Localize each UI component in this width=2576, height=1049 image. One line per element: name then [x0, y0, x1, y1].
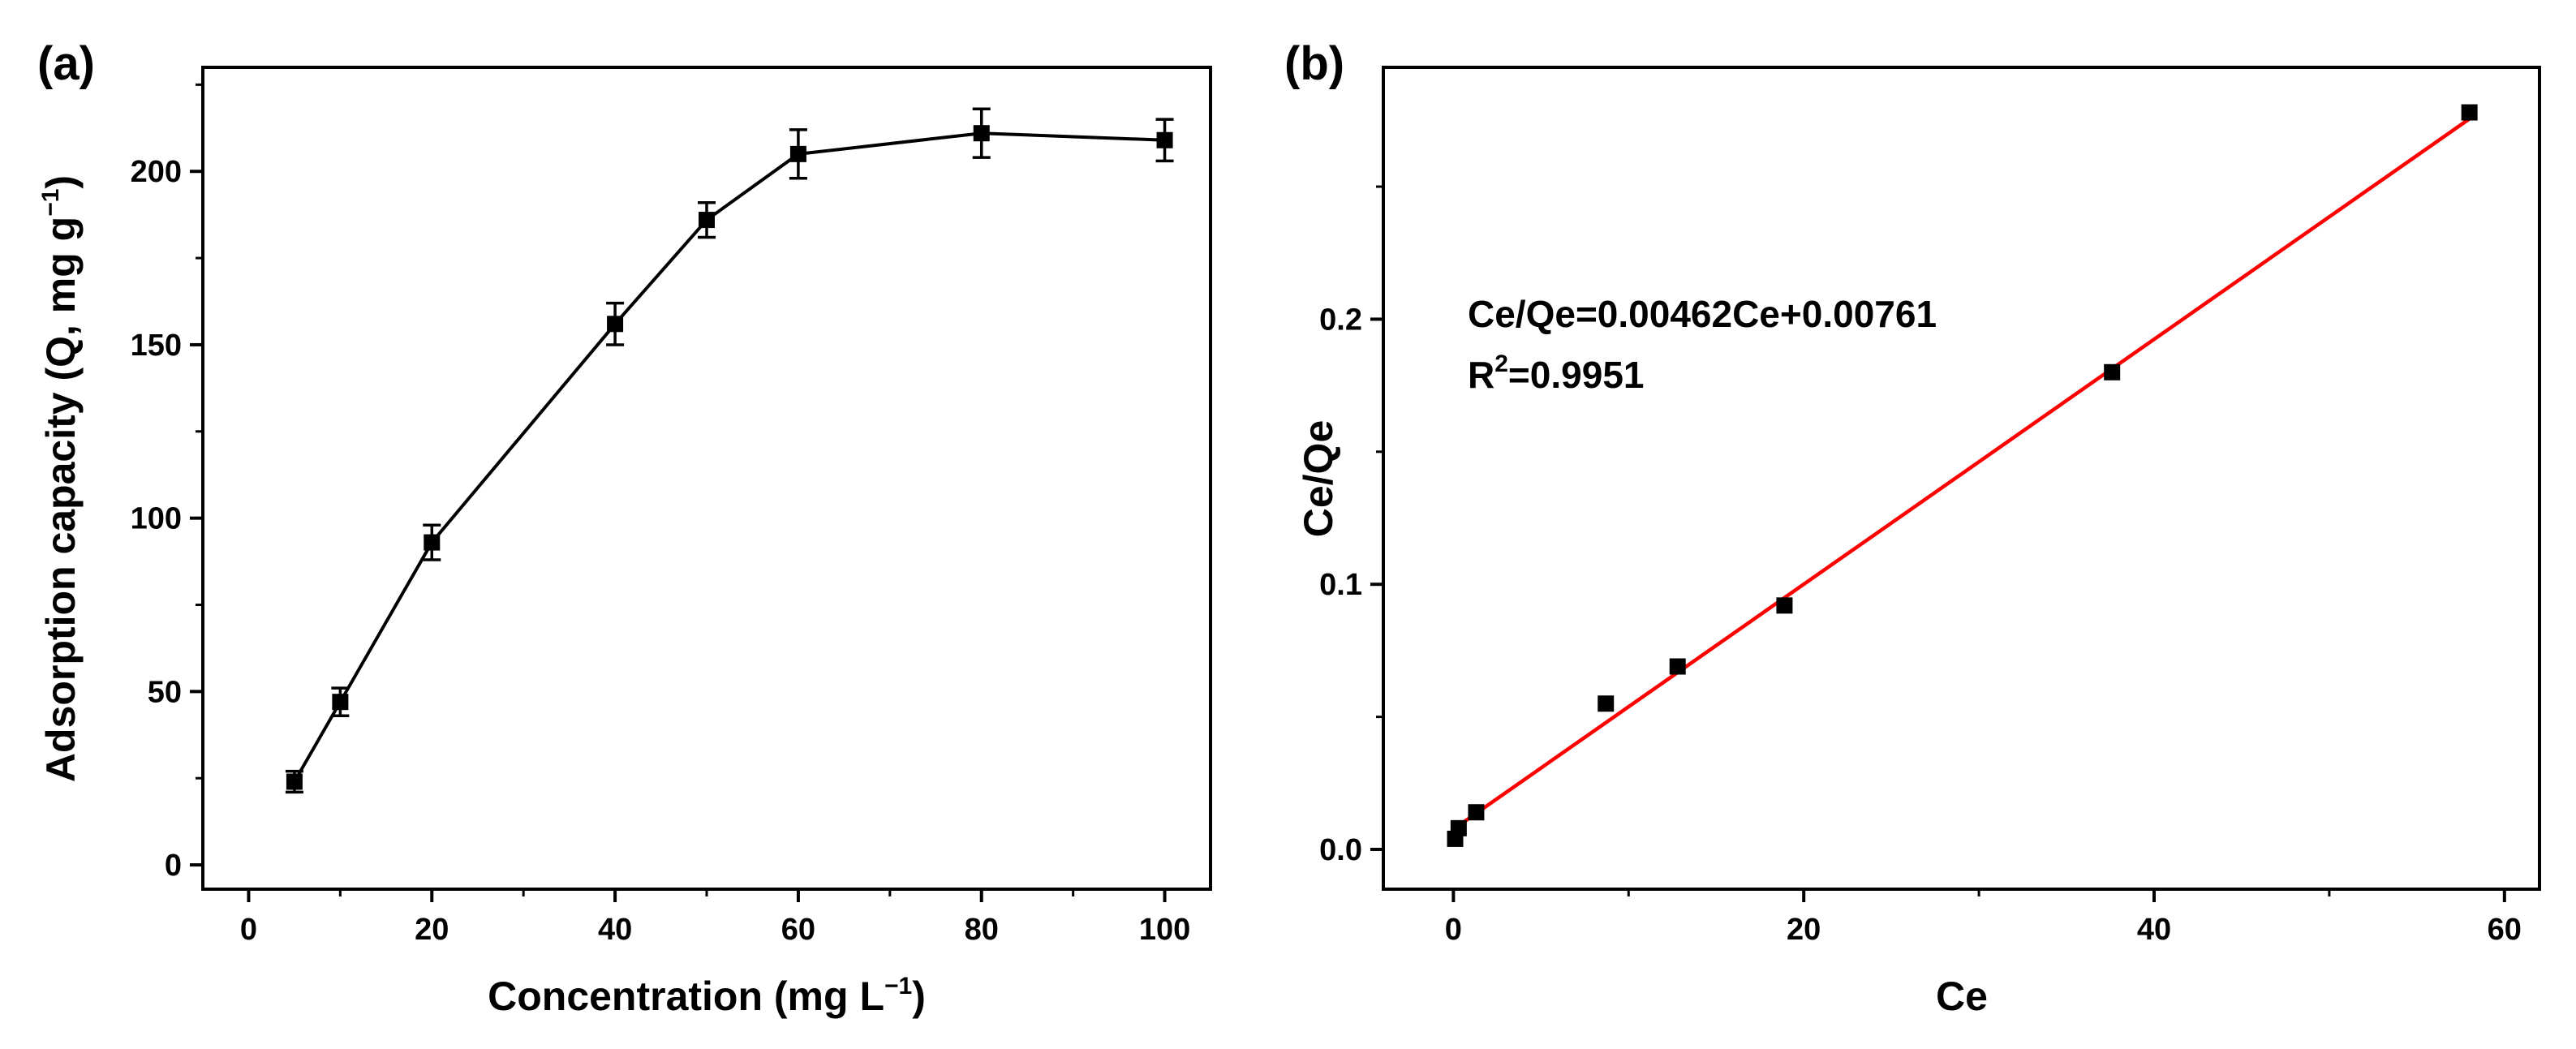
data-point-marker — [1776, 597, 1793, 614]
y-tick-label: 100 — [131, 502, 182, 536]
data-point-marker — [1468, 804, 1485, 821]
panel-a-x-axis-title: Concentration (mg L−1) — [488, 973, 926, 1019]
y-tick-label: 50 — [148, 675, 182, 709]
x-tick-label: 20 — [415, 913, 449, 947]
x-tick-label: 40 — [2137, 913, 2171, 947]
x-tick-label: 20 — [1787, 913, 1821, 947]
y-tick-label: 0.0 — [1319, 833, 1362, 867]
panel-b-y-tick-labels: 0.0 0.1 0.2 — [1319, 303, 1362, 867]
x-tick-label: 40 — [598, 913, 632, 947]
y-tick-label: 0 — [165, 849, 182, 883]
panel-a-plot-frame — [201, 66, 1212, 891]
data-point-marker — [607, 316, 624, 333]
panel-b-y-axis-title: Ce/Qe — [1296, 420, 1341, 538]
panel-b-data — [1447, 104, 2478, 847]
panel-b-plot-frame — [1382, 66, 2541, 891]
panel-a: (a) 0 20 40 60 80 100 0 50 100 150 200 C… — [37, 37, 1212, 1019]
x-tick-label: 0 — [240, 913, 257, 947]
x-tick-label: 60 — [2488, 913, 2522, 947]
data-point-marker — [2461, 104, 2478, 121]
panel-b-ticks — [1370, 185, 2506, 902]
data-point-marker — [1669, 658, 1686, 675]
data-point-marker — [699, 212, 715, 229]
data-point-marker — [1598, 695, 1615, 712]
panel-a-y-tick-labels: 0 50 100 150 200 — [131, 155, 182, 883]
panel-a-y-axis-title: Adsorption capacity (Q, mg g−1) — [37, 175, 84, 782]
r-squared: R2=0.9951 — [1468, 350, 1644, 396]
data-point-marker — [332, 694, 349, 711]
data-point-marker — [2104, 363, 2121, 380]
panel-a-label: (a) — [37, 37, 95, 90]
x-tick-label: 100 — [1139, 913, 1190, 947]
panel-b-x-axis-title: Ce — [1936, 974, 1988, 1019]
panel-a-ticks — [190, 83, 1167, 902]
y-tick-label: 0.1 — [1319, 568, 1362, 602]
panel-b: (b) 0 20 40 60 0.0 0.1 0.2 Ce/Qe=0.00462… — [1284, 37, 2541, 1019]
y-tick-label: 0.2 — [1319, 303, 1362, 337]
x-tick-label: 60 — [781, 913, 815, 947]
data-point-marker — [789, 145, 806, 162]
x-tick-label: 80 — [965, 913, 999, 947]
data-point-marker — [973, 125, 990, 142]
data-point-marker — [1156, 131, 1173, 148]
panel-a-data — [285, 107, 1174, 794]
panel-a-x-tick-labels: 0 20 40 60 80 100 — [240, 913, 1190, 947]
y-tick-label: 200 — [131, 155, 182, 189]
data-point-marker — [1450, 819, 1467, 836]
panel-b-x-tick-labels: 0 20 40 60 — [1445, 913, 2522, 947]
y-tick-label: 150 — [131, 329, 182, 363]
fit-equation: Ce/Qe=0.00462Ce+0.00761 — [1468, 293, 1937, 335]
x-tick-label: 0 — [1445, 913, 1462, 947]
panel-b-label: (b) — [1284, 37, 1344, 90]
fit-line — [1452, 117, 2471, 831]
data-point-marker — [286, 773, 303, 790]
series-line — [293, 131, 1165, 783]
data-point-marker — [424, 534, 441, 551]
